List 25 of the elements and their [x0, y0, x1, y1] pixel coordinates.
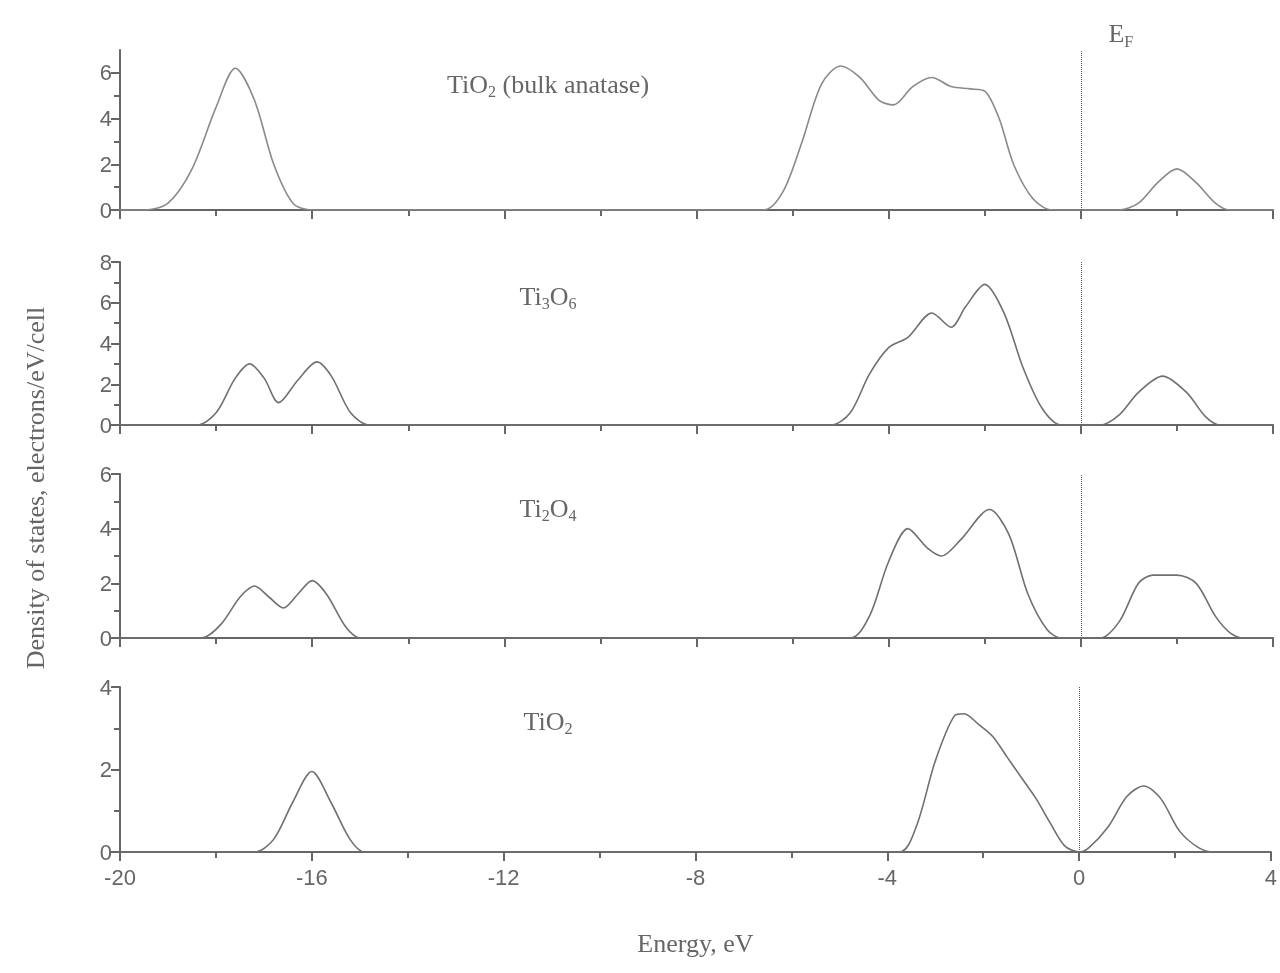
- y-tick-label: 0: [99, 625, 112, 651]
- y-tick-label: 4: [99, 516, 112, 542]
- y-tick-label: 0: [99, 839, 112, 865]
- x-axis-title: Energy, eV: [637, 928, 754, 958]
- y-tick-label: 6: [99, 60, 112, 86]
- y-tick-label: 4: [99, 106, 112, 132]
- y-tick-label: 2: [99, 757, 112, 782]
- y-tick-label: 0: [99, 412, 112, 438]
- x-tick-label: -8: [685, 864, 706, 890]
- y-tick-label: 2: [99, 570, 112, 596]
- y-tick-label: 2: [99, 371, 112, 397]
- x-tick-label: -4: [877, 864, 898, 890]
- y-axis-title: Density of states, electrons/eV/cell: [21, 306, 50, 670]
- y-tick-label: 6: [99, 290, 112, 316]
- x-tick-label: 0: [1072, 864, 1086, 890]
- y-tick-label: 0: [99, 197, 112, 223]
- x-tick-label: -20: [104, 864, 136, 890]
- y-tick-label: 2: [99, 151, 112, 177]
- y-tick-label: 4: [99, 674, 112, 700]
- x-tick-label: -16: [295, 864, 328, 890]
- x-tick-label: 4: [1264, 864, 1278, 890]
- y-tick-label: 8: [99, 249, 112, 275]
- x-tick-label: -12: [487, 864, 520, 890]
- y-tick-label: 6: [99, 461, 112, 487]
- y-tick-label: 4: [99, 331, 112, 356]
